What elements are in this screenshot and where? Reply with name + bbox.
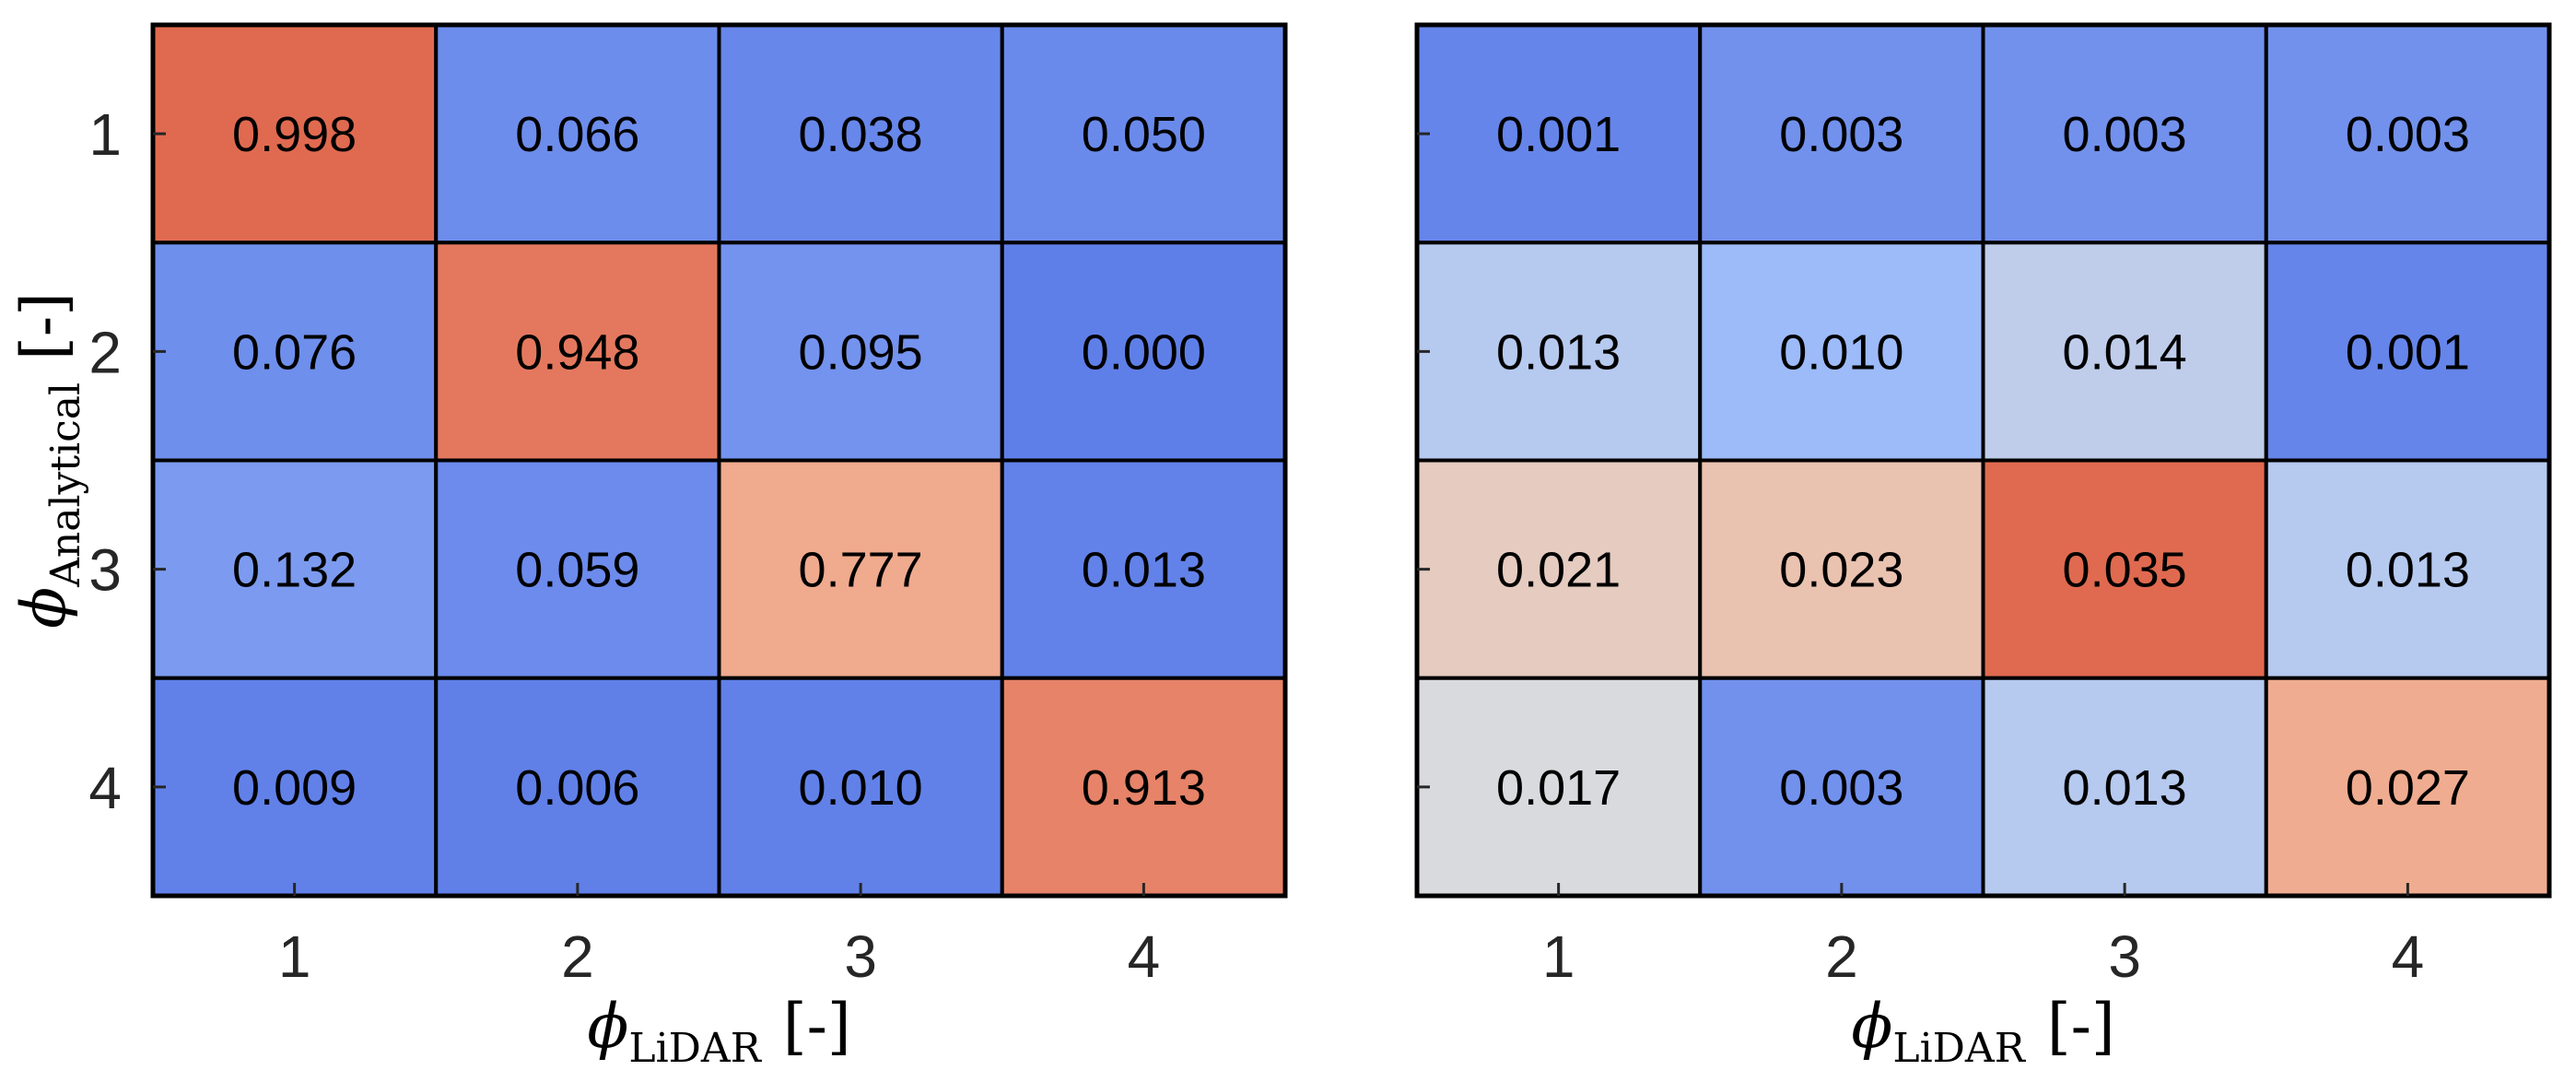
cell-value-label: 0.027 xyxy=(2346,760,2470,816)
cell-value-label: 0.001 xyxy=(2346,324,2470,380)
cell-value-label: 0.076 xyxy=(232,324,357,380)
cell-value-label: 0.010 xyxy=(799,760,923,816)
y-axis-label: ϕAnalytical [-] xyxy=(8,292,89,629)
cell-value-label: 0.006 xyxy=(515,760,639,816)
heatmap-cell-3-2 xyxy=(1698,458,1985,680)
heatmap-cell-2-4 xyxy=(2264,241,2551,463)
cell-value-label: 0.017 xyxy=(1496,760,1621,816)
y-axis-label-subscript: Analytical xyxy=(42,382,89,588)
cell-value-label: 0.998 xyxy=(232,107,357,162)
x-tick-label: 1 xyxy=(1542,923,1575,990)
cell-value-label: 0.777 xyxy=(799,543,923,598)
x-tick-label: 3 xyxy=(844,923,877,990)
heatmap-cell-3-4 xyxy=(2264,458,2551,680)
heatmap-cell-4-2 xyxy=(434,676,721,898)
cell-value-label: 0.001 xyxy=(1496,107,1621,162)
cell-value-label: 0.913 xyxy=(1082,760,1206,816)
cell-value-label: 0.013 xyxy=(1082,543,1206,598)
cell-value-label: 0.003 xyxy=(1779,760,1903,816)
x-axis-label: ϕLiDAR [-] xyxy=(587,991,850,1072)
heatmap-cell-2-1 xyxy=(1415,241,1703,463)
cell-value-label: 0.038 xyxy=(799,107,923,162)
x-axis-label-unit: [-] xyxy=(2047,991,2115,1062)
x-axis-label-symbol: ϕ xyxy=(587,991,628,1062)
x-tick-label: 3 xyxy=(2108,923,2141,990)
x-tick-label: 4 xyxy=(1128,923,1161,990)
cell-value-label: 0.132 xyxy=(232,543,357,598)
cell-value-label: 0.009 xyxy=(232,760,357,816)
x-tick-label: 2 xyxy=(561,923,594,990)
x-axis-label-subscript: LiDAR xyxy=(1892,1025,2026,1072)
heatmap-cell-2-4 xyxy=(1000,241,1287,463)
heatmap-cell-2-2 xyxy=(434,241,721,463)
x-axis-label-unit: [-] xyxy=(783,991,851,1062)
heatmap-cell-1-3 xyxy=(1981,23,2268,245)
cell-value-label: 0.003 xyxy=(2063,107,2187,162)
cell-value-label: 0.023 xyxy=(1779,543,1903,598)
x-axis-label-symbol: ϕ xyxy=(1851,991,1892,1062)
heatmap-cell-3-2 xyxy=(434,458,721,680)
heatmap-cell-3-4 xyxy=(1000,458,1287,680)
y-tick-label: 2 xyxy=(88,319,122,385)
cell-value-label: 0.010 xyxy=(1779,324,1903,380)
heatmap-cell-1-4 xyxy=(2264,23,2551,245)
x-axis-label-subscript: LiDAR xyxy=(628,1025,762,1072)
cell-value-label: 0.014 xyxy=(2063,324,2187,380)
cell-value-label: 0.948 xyxy=(515,324,639,380)
cell-value-label: 0.013 xyxy=(1496,324,1621,380)
cell-value-label: 0.013 xyxy=(2346,543,2470,598)
cell-value-label: 0.003 xyxy=(2346,107,2470,162)
heatmap-cell-1-4 xyxy=(1000,23,1287,245)
heatmap-cell-1-2 xyxy=(1698,23,1985,245)
cell-value-label: 0.003 xyxy=(1779,107,1903,162)
y-tick-label: 1 xyxy=(88,101,122,168)
plot-frame xyxy=(150,22,1288,899)
x-axis-label: ϕLiDAR [-] xyxy=(1851,991,2114,1072)
x-tick-label: 2 xyxy=(1825,923,1858,990)
heatmap-cell-1-1 xyxy=(1415,23,1703,245)
y-axis-label-unit: [-] xyxy=(8,292,79,360)
heatmap-cell-3-1 xyxy=(1415,458,1703,680)
x-tick-label: 4 xyxy=(2392,923,2425,990)
heatmap-cell-1-2 xyxy=(434,23,721,245)
heatmap-cell-3-3 xyxy=(1981,458,2268,680)
cell-value-label: 0.035 xyxy=(2063,543,2187,598)
heatmap-cell-1-1 xyxy=(151,23,439,245)
cell-value-label: 0.013 xyxy=(2063,760,2187,816)
heatmap-cell-4-4 xyxy=(1000,676,1287,898)
cell-value-label: 0.059 xyxy=(515,543,639,598)
y-axis-label-symbol: ϕ xyxy=(8,587,79,629)
heatmap-right: 0.001 0.003 0.003 0.003 0.013 0.010 0.014 0.001… xyxy=(1414,22,2552,1072)
cell-value-label: 0.021 xyxy=(1496,543,1621,598)
heatmap-left: 0.998 0.066 0.038 0.050 0.076 0.948 0.095 0.000… xyxy=(8,22,1288,1072)
y-tick-label: 4 xyxy=(88,755,122,821)
cell-value-label: 0.000 xyxy=(1082,324,1206,380)
cell-value-label: 0.050 xyxy=(1082,107,1206,162)
plot-frame xyxy=(1414,22,2552,899)
cell-value-label: 0.095 xyxy=(799,324,923,380)
cell-value-label: 0.066 xyxy=(515,107,639,162)
heatmap-cell-2-3 xyxy=(1981,241,2268,463)
x-tick-label: 1 xyxy=(278,923,311,990)
y-tick-label: 3 xyxy=(88,537,122,604)
